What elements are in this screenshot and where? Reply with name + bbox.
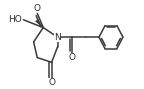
Text: O: O [48,78,55,87]
Polygon shape [35,19,43,28]
Text: N: N [54,33,61,42]
Text: O: O [34,4,41,13]
Text: O: O [69,53,75,62]
Text: HO: HO [8,15,22,24]
